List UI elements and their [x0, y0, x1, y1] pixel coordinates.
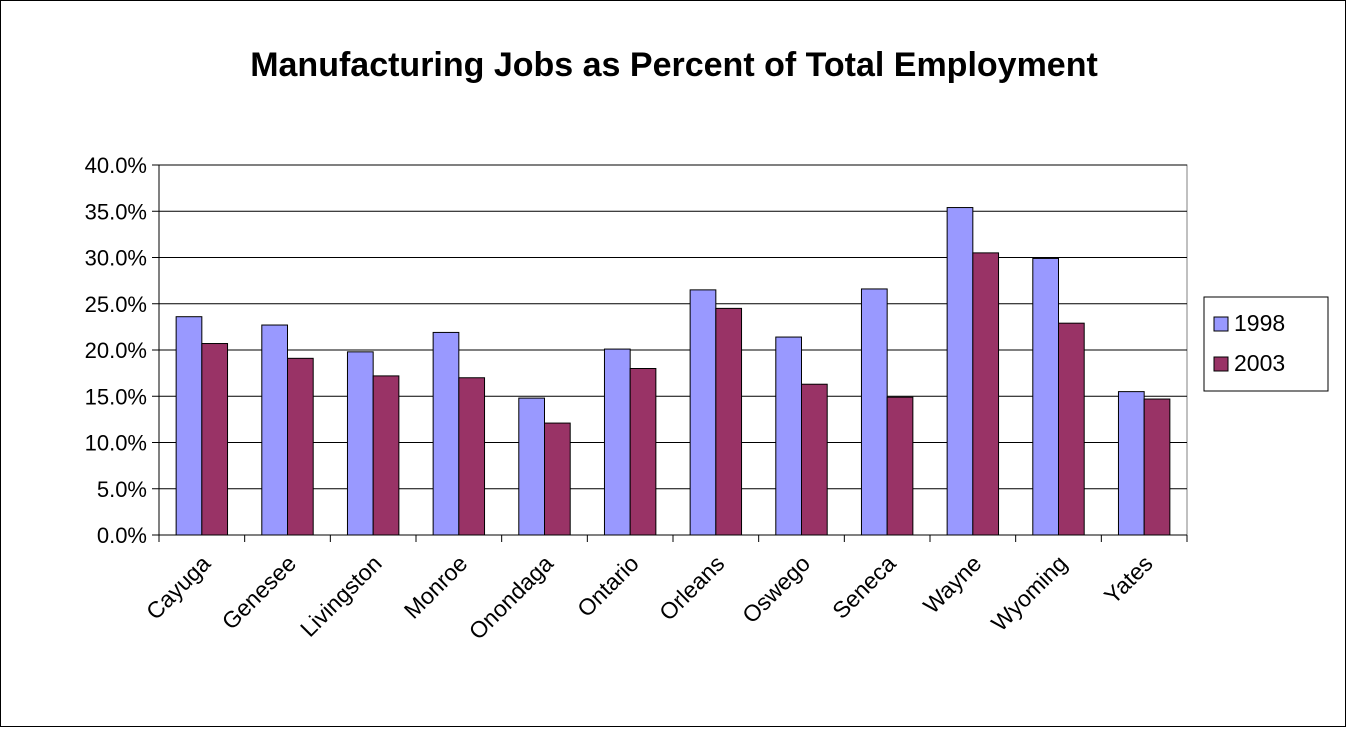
legend-label-1998: 1998: [1234, 310, 1285, 336]
bar-2003-livingston: [372, 375, 400, 536]
bar-2003-wayne: [972, 252, 1000, 536]
legend-label-2003: 2003: [1234, 350, 1285, 376]
x-tick-label: Cayuga: [141, 550, 216, 625]
legend-swatch-1998: [1213, 316, 1229, 332]
y-tick-label: 20.0%: [85, 338, 147, 363]
y-tick-label: 15.0%: [85, 384, 147, 409]
bar-2003-onondaga: [544, 422, 571, 536]
bar-1998-onondaga: [518, 397, 545, 536]
bar-2003-seneca: [886, 396, 914, 536]
bar-1998-genesee: [261, 324, 288, 536]
legend-box: [1203, 296, 1329, 392]
x-tick-label: Wayne: [918, 550, 986, 618]
bar-1998-ontario: [603, 348, 631, 536]
bar-2003-cayuga: [201, 343, 229, 536]
bar-1998-wayne: [946, 207, 974, 536]
y-tick-label: 5.0%: [97, 477, 147, 502]
bar-1998-orleans: [689, 289, 717, 536]
bars: [175, 207, 1171, 536]
x-tick-label: Wyoming: [986, 550, 1072, 636]
chart-title: Manufacturing Jobs as Percent of Total E…: [250, 46, 1098, 84]
x-tick-label: Ontario: [572, 550, 644, 622]
x-tick-label: Yates: [1099, 550, 1158, 609]
legend-swatch-2003: [1213, 356, 1229, 372]
bar-1998-oswego: [775, 336, 802, 536]
bar-1998-wyoming: [1032, 257, 1060, 536]
x-tick-label: Onondaga: [464, 550, 558, 644]
y-tick-label: 10.0%: [85, 431, 147, 456]
y-tick-label: 25.0%: [85, 292, 147, 317]
axes: [152, 164, 1188, 542]
x-tick-label: Livingston: [295, 550, 387, 642]
bar-1998-yates: [1117, 391, 1145, 536]
bar-1998-monroe: [432, 331, 460, 536]
y-tick-label: 30.0%: [85, 246, 147, 271]
legend: 1998 2003: [1203, 296, 1329, 392]
bar-2003-monroe: [458, 377, 486, 536]
bar-2003-yates: [1143, 398, 1171, 536]
bar-2003-genesee: [287, 357, 314, 536]
bar-1998-cayuga: [175, 316, 203, 536]
x-tick-label: Genesee: [217, 550, 301, 634]
y-tick-label: 35.0%: [85, 199, 147, 224]
bar-2003-wyoming: [1058, 322, 1085, 536]
bar-1998-livingston: [346, 351, 374, 536]
bar-1998-seneca: [860, 288, 888, 536]
bar-2003-orleans: [715, 307, 743, 536]
x-tick-label: Orleans: [654, 550, 729, 625]
y-tick-label: 0.0%: [97, 523, 147, 548]
bar-2003-ontario: [629, 368, 657, 536]
y-tick-label: 40.0%: [85, 153, 147, 178]
x-tick-label: Monroe: [399, 550, 473, 624]
x-tick-label: Seneca: [827, 550, 901, 624]
bar-2003-oswego: [801, 383, 828, 536]
x-tick-label: Oswego: [737, 550, 815, 628]
